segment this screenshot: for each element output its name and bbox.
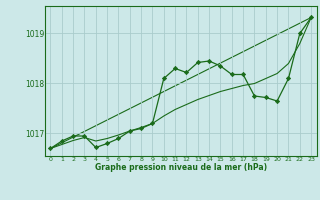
X-axis label: Graphe pression niveau de la mer (hPa): Graphe pression niveau de la mer (hPa) [95, 163, 267, 172]
